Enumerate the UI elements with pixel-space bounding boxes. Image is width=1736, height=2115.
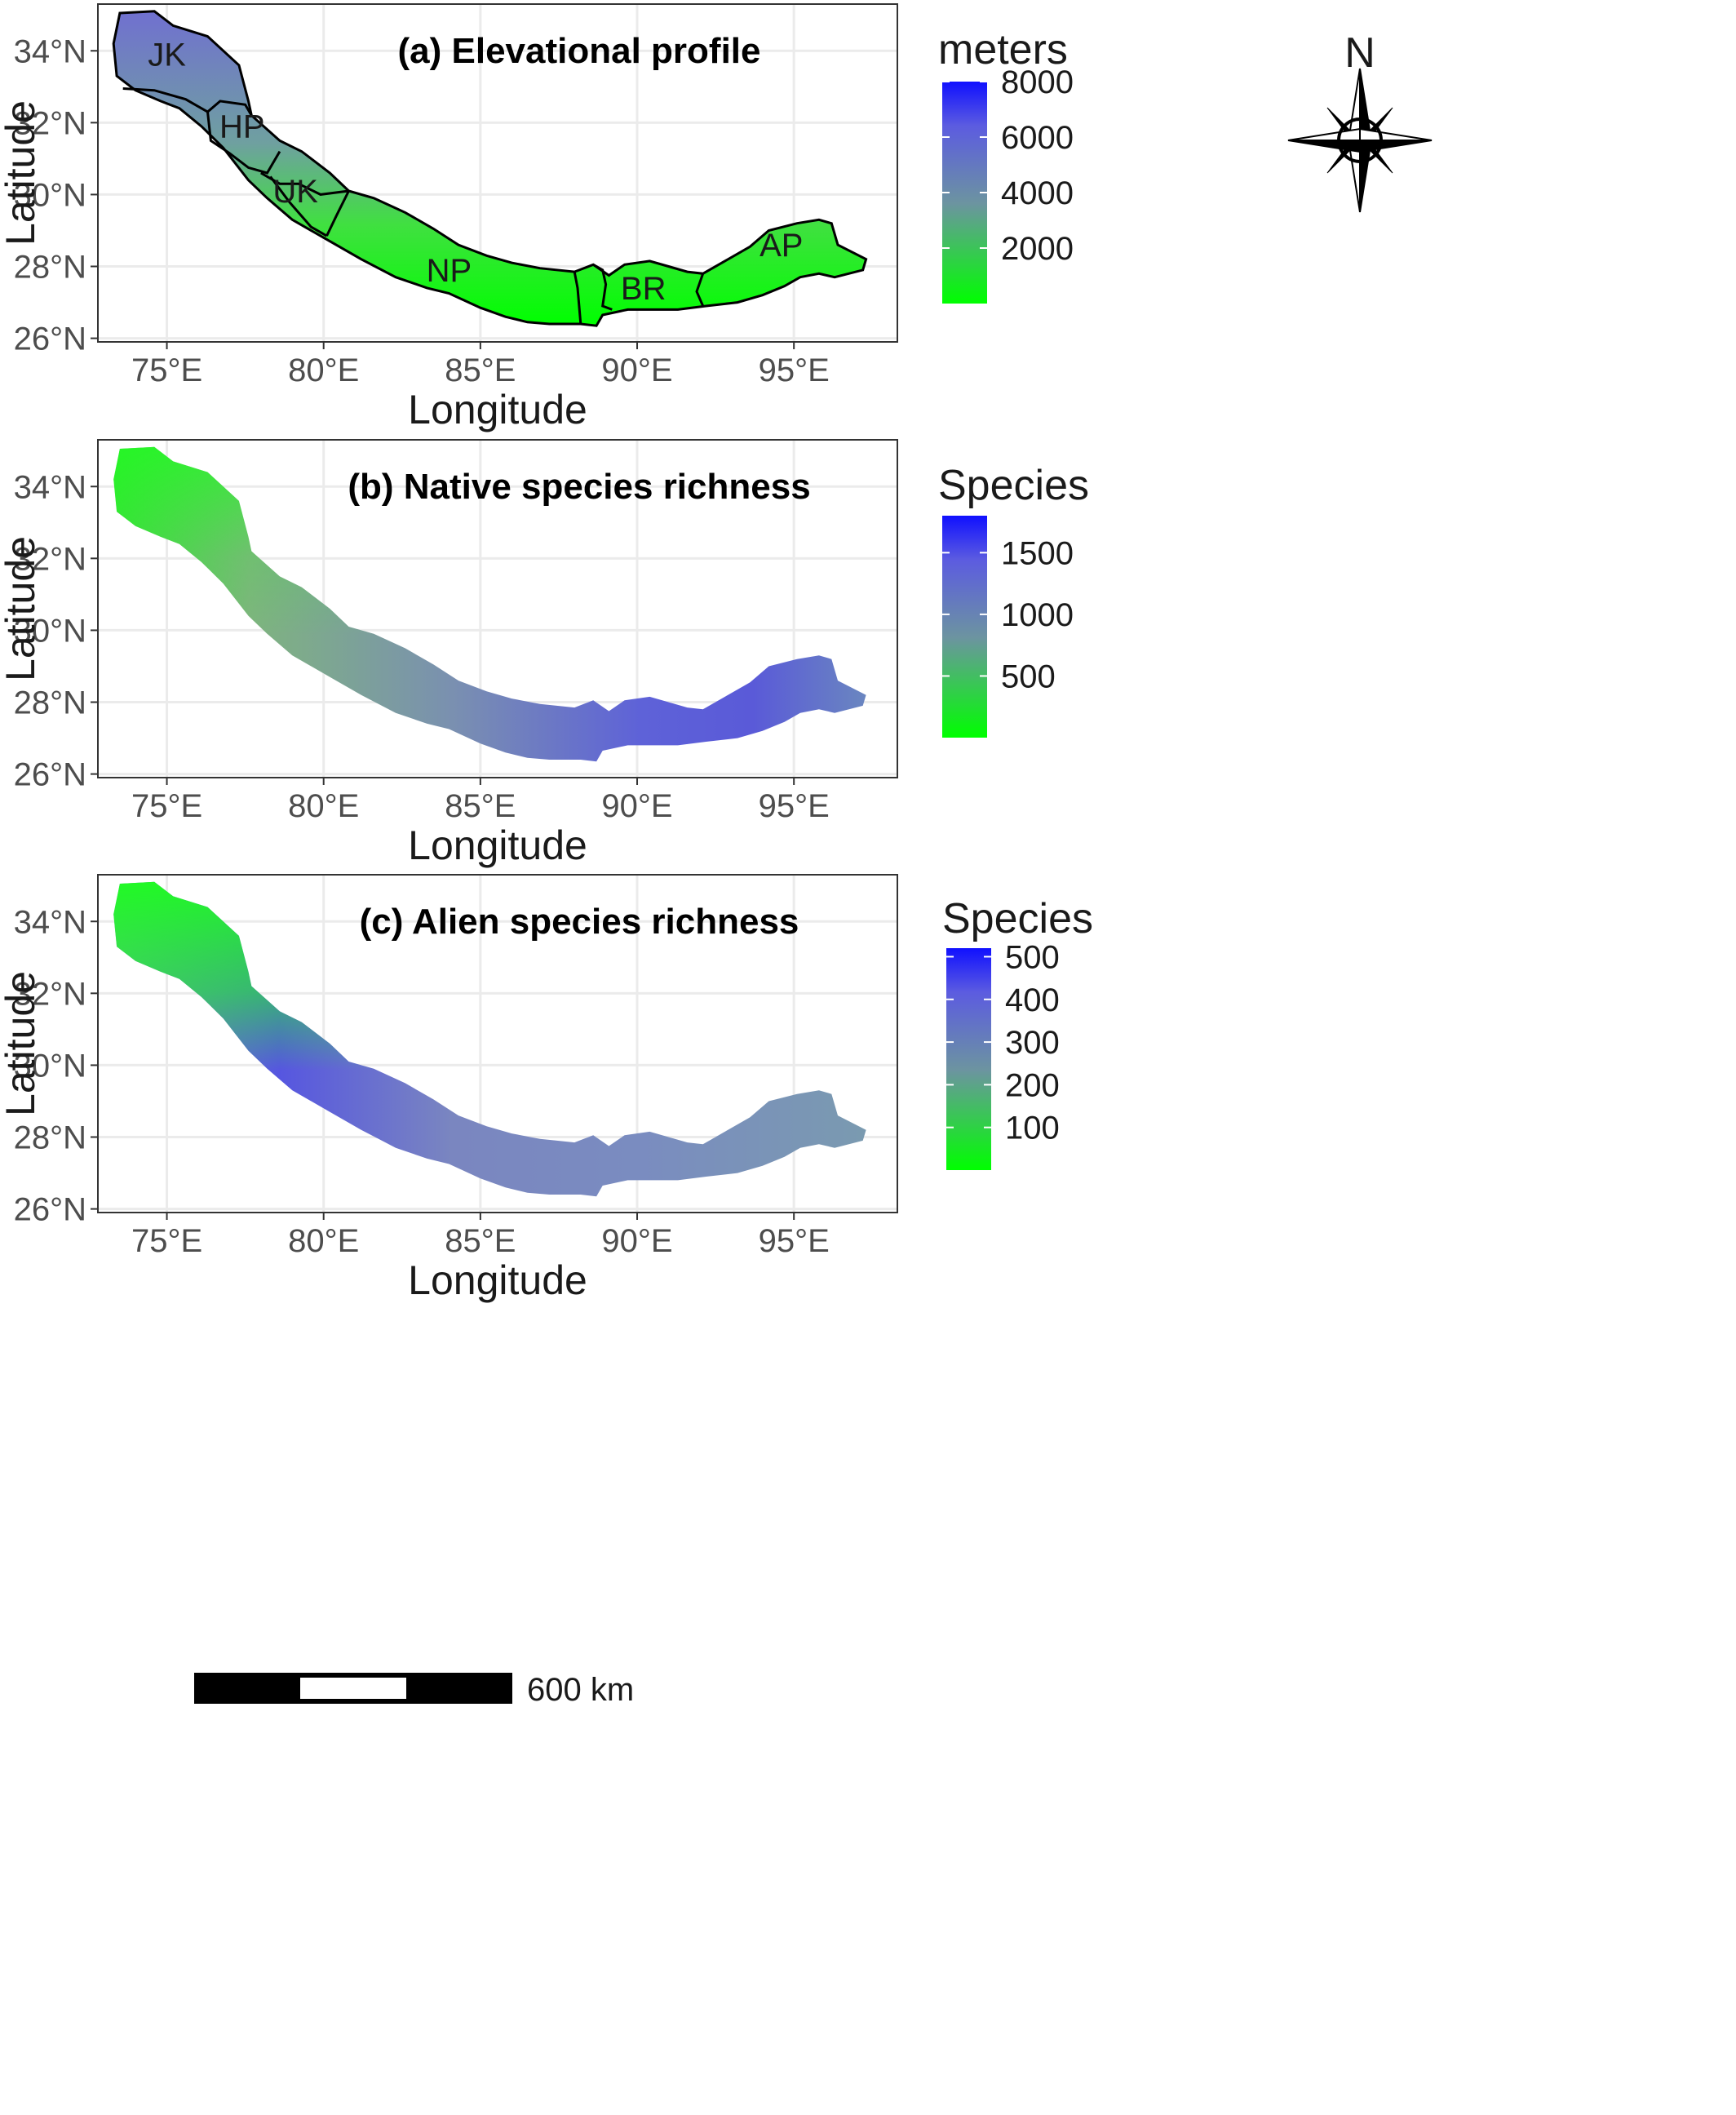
legend-tick-label: 300 xyxy=(1005,1025,1060,1061)
x-tick-label: 75°E xyxy=(131,788,202,824)
compass-rose-icon: N xyxy=(1287,29,1433,213)
legend-title: meters xyxy=(938,26,1068,73)
state-border xyxy=(269,175,328,237)
legend-tick-label: 500 xyxy=(1005,939,1060,975)
y-tick-label: 28°N xyxy=(14,1120,86,1156)
y-tick-label: 30°N xyxy=(14,177,86,213)
y-tick-label: 34°N xyxy=(14,904,86,940)
legend-tick-label: 100 xyxy=(1005,1111,1060,1146)
x-tick-label: 90°E xyxy=(601,788,672,824)
state-border xyxy=(695,273,705,307)
legend-colorbar xyxy=(942,516,987,738)
scale-bar: 600 km xyxy=(194,1672,634,1708)
x-axis-title: Longitude xyxy=(408,387,587,432)
state-border xyxy=(206,100,253,117)
native-richness-overlay xyxy=(113,446,866,762)
y-tick-label: 34°N xyxy=(14,33,86,69)
legend-colorbar xyxy=(942,82,987,304)
legend-tick-label: 1000 xyxy=(1001,597,1074,633)
state-border xyxy=(326,190,350,237)
state-border xyxy=(592,263,613,311)
legend-tick-label: 1500 xyxy=(1001,535,1074,571)
x-tick-label: 75°E xyxy=(131,1223,202,1259)
x-tick-label: 90°E xyxy=(601,1223,672,1259)
x-tick-label: 80°E xyxy=(288,788,359,824)
y-axis-title: Latitude xyxy=(0,100,43,246)
y-tick-label: 28°N xyxy=(14,250,86,286)
x-tick-label: 85°E xyxy=(445,1223,516,1259)
x-tick-label: 90°E xyxy=(601,352,672,388)
y-axis-title: Latitude xyxy=(0,971,43,1116)
y-tick-label: 32°N xyxy=(14,541,86,577)
region-label-br: BR xyxy=(621,271,666,307)
y-tick-label: 28°N xyxy=(14,685,86,721)
legend-tick-label: 500 xyxy=(1001,658,1056,694)
y-tick-label: 30°N xyxy=(14,1048,86,1084)
plot-border xyxy=(97,874,898,1213)
x-axis-title: Longitude xyxy=(408,1257,587,1303)
panel-title: (a) Elevational profile xyxy=(398,31,761,71)
elevation-region xyxy=(112,10,868,327)
x-tick-label: 85°E xyxy=(445,788,516,824)
legend-tick-label: 6000 xyxy=(1001,120,1074,156)
legend-tick-label: 400 xyxy=(1005,982,1060,1018)
state-border xyxy=(573,271,582,325)
y-tick-label: 30°N xyxy=(14,613,86,649)
x-axis-title: Longitude xyxy=(408,822,587,868)
y-tick-label: 34°N xyxy=(14,469,86,505)
legend-colorbar xyxy=(946,948,991,1170)
scale-bar-label: 600 km xyxy=(527,1672,634,1708)
plot-border xyxy=(97,439,898,778)
x-tick-label: 75°E xyxy=(131,352,202,388)
y-tick-label: 26°N xyxy=(14,321,86,357)
state-border xyxy=(122,87,209,113)
map-panel-b: 75°E 80°E 85°E 90°E 95°E 34°N 32°N 30°N 28°N 26°N… xyxy=(0,439,1089,868)
region-label-np: NP xyxy=(427,253,472,289)
panel-title: (b) Native species richness xyxy=(348,467,810,507)
region-label-jk: JK xyxy=(148,38,186,73)
y-tick-label: 32°N xyxy=(14,976,86,1012)
x-tick-label: 80°E xyxy=(288,1223,359,1259)
y-tick-label: 26°N xyxy=(14,1192,86,1228)
region-label-hp: HP xyxy=(219,109,265,145)
panel-title: (c) Alien species richness xyxy=(360,902,799,942)
y-tick-label: 26°N xyxy=(14,757,86,793)
legend-tick-label: 200 xyxy=(1005,1067,1060,1103)
y-tick-label: 32°N xyxy=(14,105,86,141)
x-tick-label: 95°E xyxy=(759,788,830,824)
legend-tick-label: 8000 xyxy=(1001,64,1074,100)
legend-title: Species xyxy=(938,462,1089,509)
state-border xyxy=(206,111,281,175)
alien-richness-overlay xyxy=(113,881,866,1197)
region-label-uk: UK xyxy=(272,174,318,210)
region-label-ap: AP xyxy=(760,228,803,264)
legend-tick-label: 2000 xyxy=(1001,231,1074,267)
x-tick-label: 95°E xyxy=(759,352,830,388)
y-axis-title: Latitude xyxy=(0,536,43,681)
x-tick-label: 85°E xyxy=(445,352,516,388)
map-panel-c: 75°E 80°E 85°E 90°E 95°E 34°N 32°N 30°N 28°N 26°N… xyxy=(0,874,1093,1708)
legend-tick-label: 4000 xyxy=(1001,175,1074,211)
legend-title: Species xyxy=(942,895,1093,942)
x-tick-label: 95°E xyxy=(759,1223,830,1259)
plot-border xyxy=(97,3,898,343)
map-panel-a: 75°E 80°E 85°E 90°E 95°E 34°N 32°N 30°N 28°N 26°N… xyxy=(0,3,1433,432)
x-tick-label: 80°E xyxy=(288,352,359,388)
legend: Species 1500 1000 500 xyxy=(938,462,1089,738)
